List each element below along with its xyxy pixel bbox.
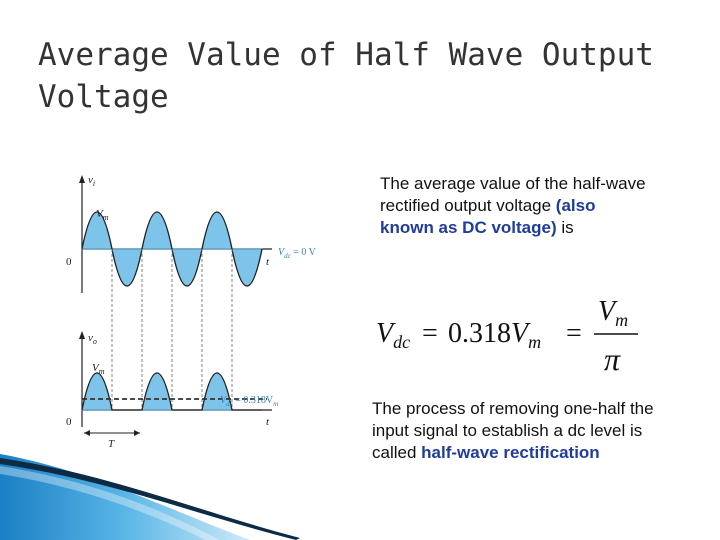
half-wave-figure: vi Vm 0 t Vdc = 0 V vo Vm 0 t Vdc = 0.31…	[66, 174, 317, 450]
output-waveform-plot: vo Vm 0 t Vdc = 0.318Vm T	[66, 331, 278, 450]
svg-text:π: π	[604, 341, 621, 377]
svg-text:=: =	[422, 318, 438, 349]
output-curve	[81, 372, 262, 411]
svg-text:Vm: Vm	[598, 296, 628, 330]
rectification-paragraph: The process of removing one-half the inp…	[372, 399, 654, 462]
bottom-dc-label: Vdc = 0.318Vm	[220, 395, 278, 408]
top-peak-label: Vm	[96, 208, 109, 222]
bottom-t-label: t	[266, 416, 270, 428]
svg-text:=: =	[566, 318, 582, 349]
svg-text:Vdc: Vdc	[376, 318, 410, 352]
top-t-label: t	[266, 256, 270, 268]
top-dc-label: Vdc = 0 V	[278, 247, 317, 260]
slide-title: Average Value of Half Wave Output Voltag…	[38, 37, 654, 115]
dc-voltage-formula: Vdc = 0.318Vm = Vm π	[376, 296, 638, 377]
input-waveform-plot: vi Vm 0 t Vdc = 0 V	[66, 174, 317, 293]
bottom-origin-label: 0	[66, 416, 72, 428]
average-value-paragraph: The average value of the half-wave recti…	[380, 174, 646, 237]
period-label: T	[108, 438, 115, 450]
bottom-axis-label: vo	[88, 332, 97, 346]
top-axis-label: vi	[88, 174, 95, 188]
svg-text:0.318Vm: 0.318Vm	[448, 318, 541, 352]
bottom-peak-label: Vm	[92, 362, 105, 376]
decorative-swoosh	[0, 454, 300, 540]
dc-voltage-highlight: (also known as DC voltage)	[380, 196, 596, 237]
half-wave-rectification-highlight: half-wave rectification	[421, 443, 600, 462]
period-guides	[111, 249, 233, 410]
top-origin-label: 0	[66, 256, 72, 268]
